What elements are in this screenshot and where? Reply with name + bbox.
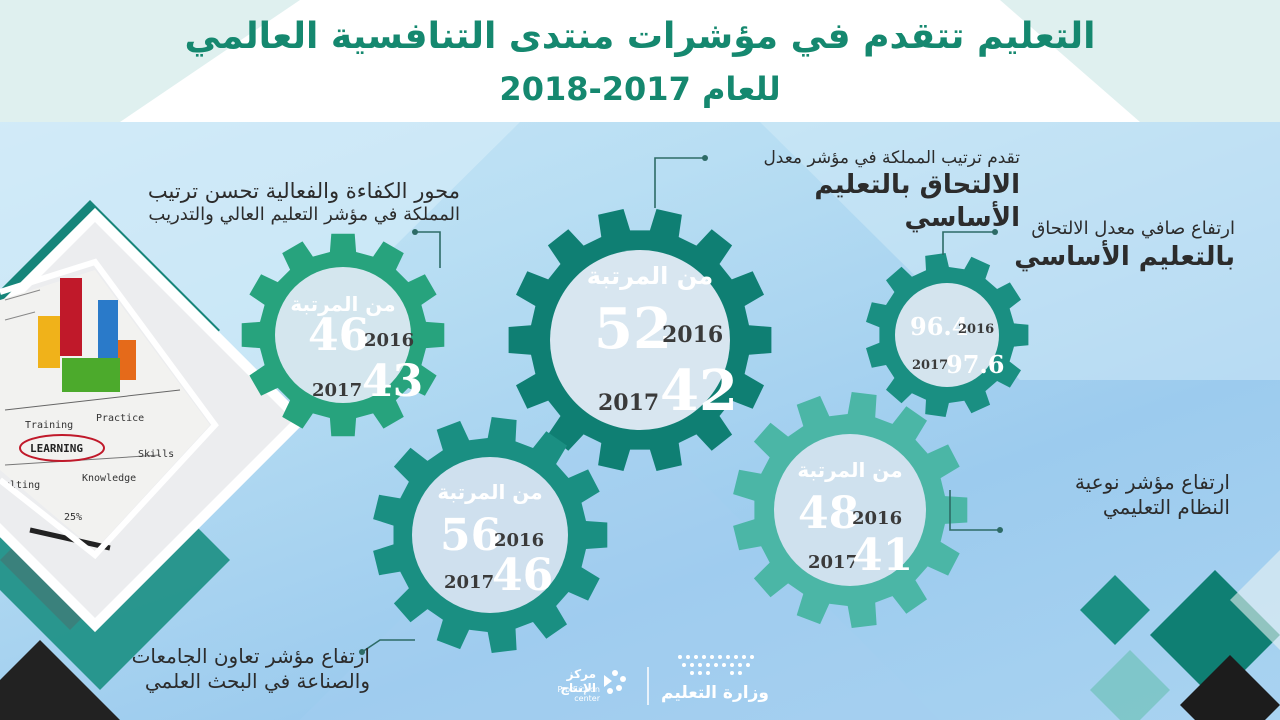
system-quality-year-2017: 2017 — [808, 552, 859, 573]
photo-word-learning: LEARNING — [30, 442, 83, 455]
connector-system-quality — [949, 490, 1000, 531]
production-center-icon — [604, 670, 626, 694]
caption-efficiency-line2: المملكة في مؤشر التعليم العالي والتدريب — [148, 204, 460, 226]
net-enrollment-value-2017: 97.6 — [946, 350, 1005, 379]
system-quality-year-2016: 2016 — [852, 508, 903, 529]
caption-university-industry-line2: والصناعة في البحث العلمي — [144, 669, 370, 693]
production-center-label-en: Production center — [557, 685, 600, 703]
net-enrollment-value-2016: 96.4 — [910, 312, 969, 341]
caption-university-industry-line1: ارتفاع مؤشر تعاون الجامعات — [131, 644, 370, 668]
ministry-label: وزارة التعليم — [661, 683, 769, 703]
header-decoration — [0, 0, 1280, 122]
connector-net-enrollment — [942, 231, 995, 255]
connector-university-industry-dot — [359, 649, 365, 655]
net-enrollment-year-2016: 2016 — [958, 322, 995, 337]
gear-university-industry-center — [412, 457, 568, 613]
caption-enrollment-rate-line2: الالتحاق بالتعليم الأساسي — [814, 170, 1020, 233]
caption-net-enrollment: ارتفاع صافي معدل الالتحاق بالتعليم الأسا… — [960, 218, 1235, 273]
ministry-emblem-icon — [678, 655, 754, 675]
photo-word-percent: 25% — [64, 512, 82, 523]
page-title: التعليم تتقدم في مؤشرات منتدى التنافسية … — [184, 16, 1096, 57]
efficiency-year-2016: 2016 — [364, 330, 415, 351]
connector-enrollment-rate — [654, 157, 705, 208]
connector-efficiency-dot — [412, 229, 418, 235]
university-industry-year-2017: 2017 — [444, 572, 495, 593]
header-band: التعليم تتقدم في مؤشرات منتدى التنافسية … — [0, 0, 1280, 122]
university-industry-value-2017: 46 — [492, 550, 554, 601]
enrollment-rate-value-2017: 42 — [660, 358, 738, 424]
gear-enrollment-rate — [508, 209, 772, 471]
photo-word-practice: Practice — [96, 413, 144, 424]
enrollment-rate-value-2016: 52 — [594, 296, 672, 362]
connector-university-industry — [361, 639, 415, 653]
caption-net-enrollment-line1: ارتفاع صافي معدل الالتحاق — [1031, 218, 1235, 239]
connector-system-quality-dot — [997, 527, 1003, 533]
gear-net-enrollment — [866, 253, 1029, 417]
system-quality-value-2017: 41 — [852, 530, 914, 581]
production-center-label-ar: مركز الإنتاج — [560, 667, 596, 695]
efficiency-rank-label: من المرتبة — [290, 292, 396, 316]
gear-university-industry — [373, 417, 608, 653]
photo-word-training: Training — [25, 420, 73, 431]
university-industry-year-2016: 2016 — [494, 530, 545, 551]
efficiency-value-2017: 43 — [362, 356, 424, 407]
caption-efficiency: محور الكفاءة والفعالية تحسن ترتيب المملك… — [90, 178, 460, 227]
connector-enrollment-rate-dot — [702, 155, 708, 161]
gear-efficiency-center — [275, 267, 411, 403]
connector-efficiency — [415, 231, 441, 268]
enrollment-rate-rank-label: من المرتبة — [586, 262, 714, 290]
caption-system-quality-line1: ارتفاع مؤشر نوعية — [1074, 470, 1230, 494]
system-quality-value-2016: 48 — [798, 488, 860, 539]
gear-system-quality — [733, 392, 968, 628]
page-subtitle: للعام 2017-2018 — [499, 70, 781, 108]
connector-net-enrollment-dot — [992, 229, 998, 235]
system-quality-rank-label: من المرتبة — [797, 458, 903, 482]
university-industry-value-2016: 56 — [440, 510, 502, 561]
photo-word-ulting: ulting — [4, 480, 40, 491]
gear-net-enrollment-center — [895, 283, 999, 387]
caption-efficiency-line1: محور الكفاءة والفعالية تحسن ترتيب — [147, 179, 460, 203]
caption-enrollment-rate-line1: تقدم ترتيب المملكة في مؤشر معدل — [763, 148, 1020, 168]
caption-enrollment-rate: تقدم ترتيب المملكة في مؤشر معدل الالتحاق… — [690, 148, 1020, 234]
logos-graphics — [604, 655, 754, 705]
photo-word-skills: Skills — [138, 449, 174, 460]
gear-efficiency — [241, 233, 445, 437]
gear-system-quality-center — [774, 434, 926, 586]
photo-word-knowledge: Knowledge — [82, 473, 136, 484]
efficiency-value-2016: 46 — [308, 310, 370, 361]
footer-logos: مركز الإنتاج Production center وزارة الت… — [520, 645, 780, 715]
gear-enrollment-rate-center — [550, 250, 730, 430]
caption-system-quality: ارتفاع مؤشر نوعية النظام التعليمي — [980, 470, 1230, 520]
caption-system-quality-line2: النظام التعليمي — [1102, 495, 1230, 519]
university-industry-rank-label: من المرتبة — [437, 480, 543, 504]
enrollment-rate-year-2016: 2016 — [662, 322, 724, 348]
caption-university-industry: ارتفاع مؤشر تعاون الجامعات والصناعة في ا… — [90, 644, 370, 694]
net-enrollment-year-2017: 2017 — [912, 358, 949, 373]
efficiency-year-2017: 2017 — [312, 380, 363, 401]
caption-net-enrollment-line2: بالتعليم الأساسي — [1014, 241, 1235, 272]
enrollment-rate-year-2017: 2017 — [598, 390, 660, 416]
